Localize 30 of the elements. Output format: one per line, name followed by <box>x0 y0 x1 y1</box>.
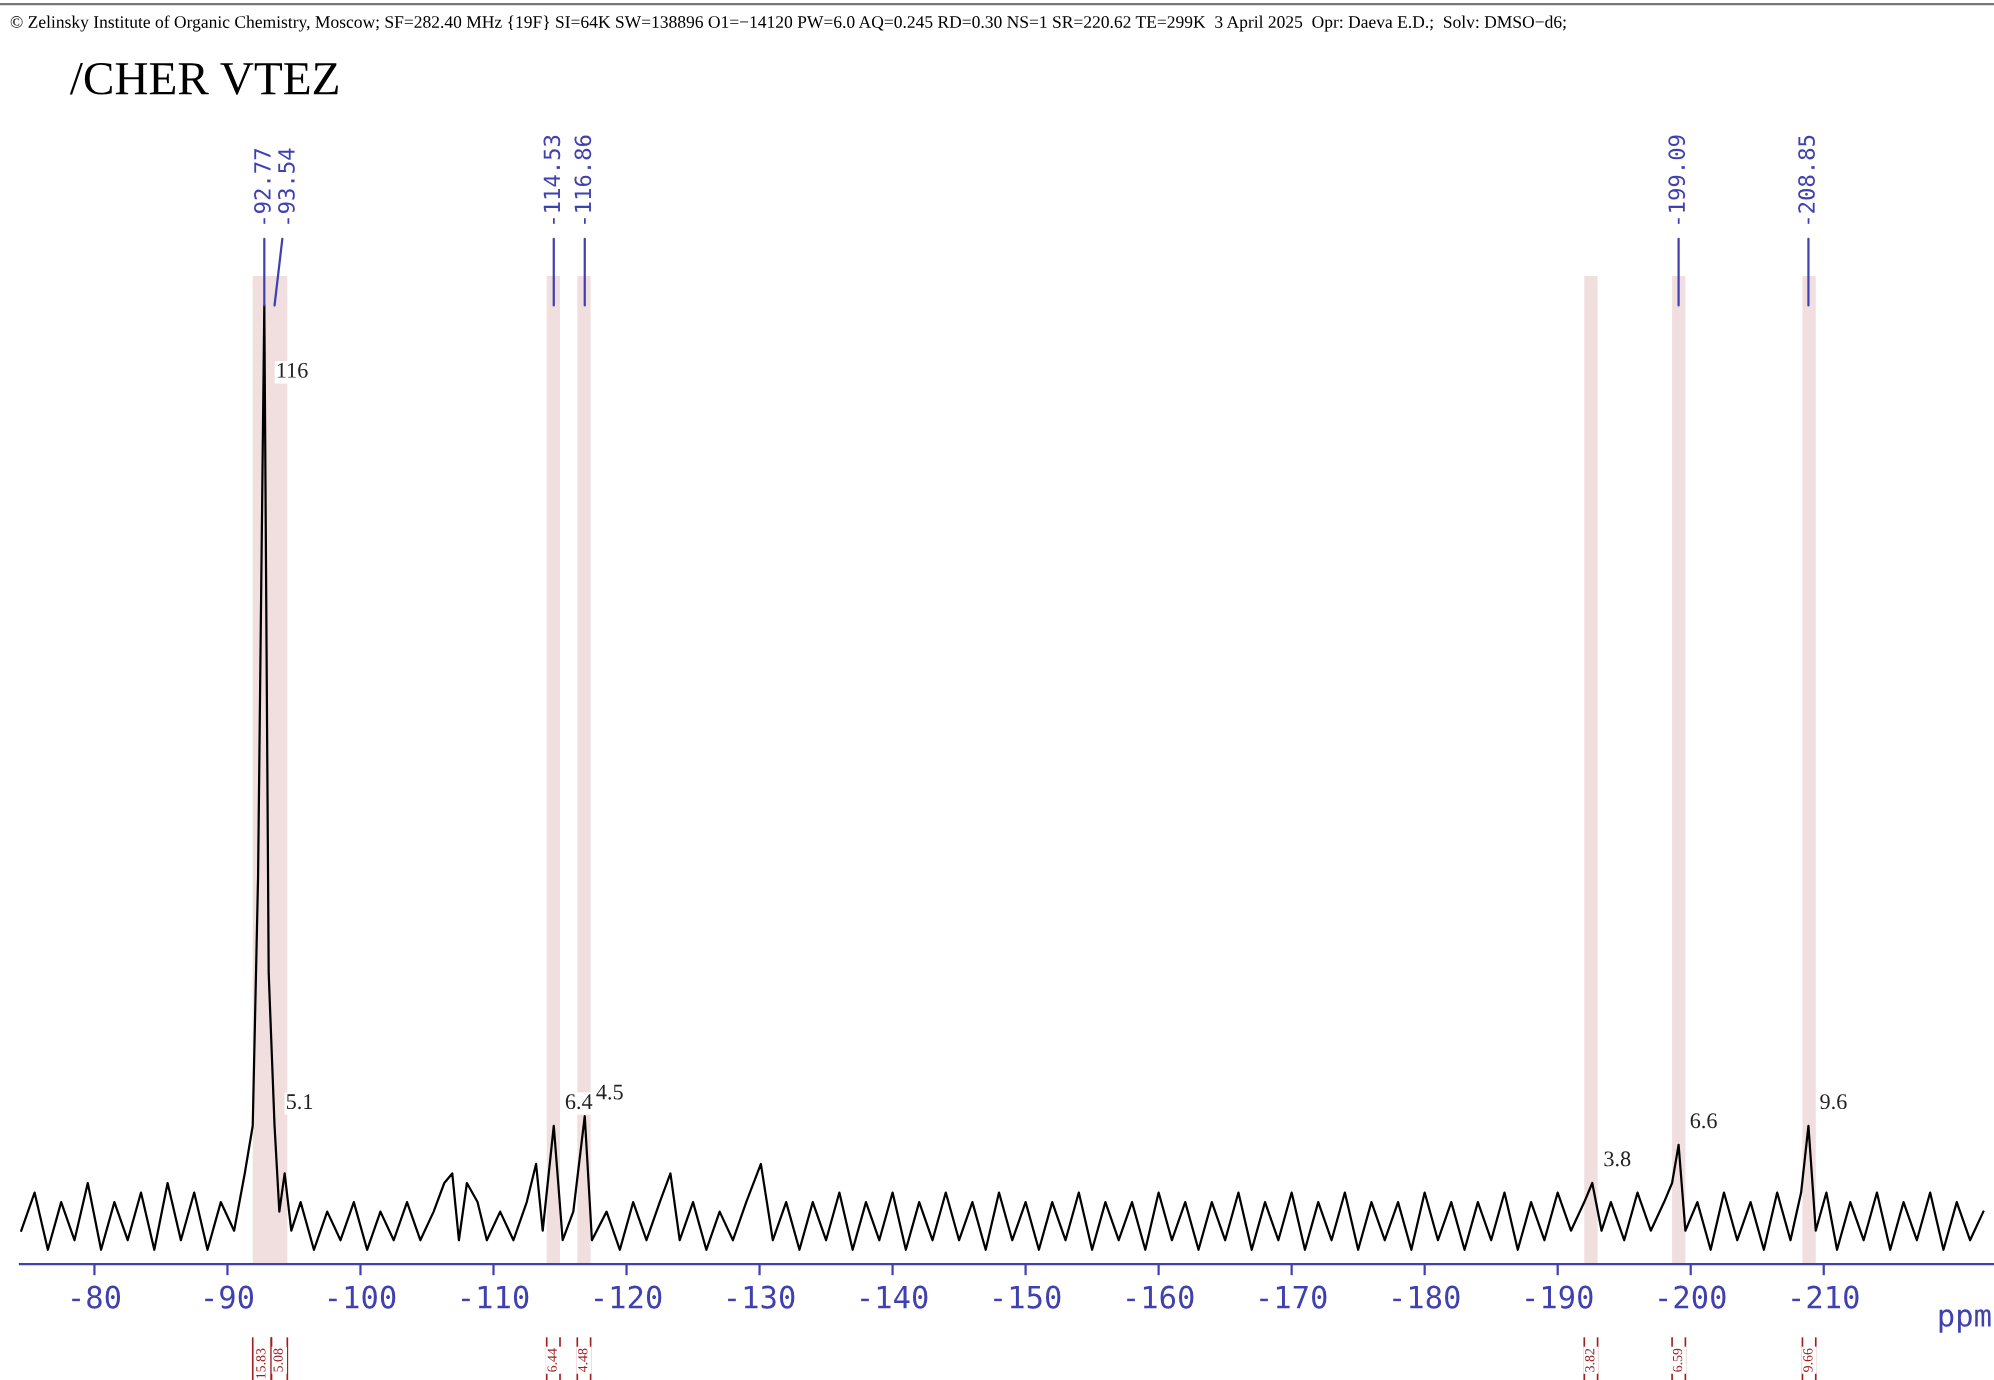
x-tick-label: -180 <box>1393 1285 1460 1309</box>
x-tick-label: -200 <box>1659 1285 1726 1309</box>
annotation: -93.54 <box>278 148 295 224</box>
x-tick-label: -190 <box>1526 1285 1593 1309</box>
x-tick-label: -90 <box>205 1285 254 1309</box>
x-tick-label: -160 <box>1127 1285 1194 1309</box>
x-tick-label: -120 <box>595 1285 662 1309</box>
x-tick-label: -110 <box>462 1285 529 1309</box>
x-axis-title: ppm <box>1939 1309 1991 1333</box>
annotation: 3.8 <box>1604 1151 1631 1167</box>
x-tick-label: -150 <box>994 1285 1061 1309</box>
x-tick-label: -130 <box>728 1285 795 1309</box>
chart-subtitle: © Zelinsky Institute of Organic Chemistry, Moscow; SF=282.40 MHz {19F} SI=64K SW=138896 O1=−14120 PW=6.0 AQ=0.245 RD=0.30 NS=1 SR=220.62 TE=299K 3 April 2025 Opr: Daeva E.D.; Solv: DMSO−d6; <box>10 15 1566 32</box>
annotation: 6.4 <box>565 1094 593 1110</box>
annotation: 6.6 <box>1690 1113 1717 1129</box>
annotation: -199.09 <box>1668 135 1686 224</box>
annotation: 4.5 <box>596 1084 623 1100</box>
annotation: -114.53 <box>543 135 561 224</box>
x-tick-label: -210 <box>1792 1285 1859 1309</box>
annotation: 116 <box>277 362 308 378</box>
annotation: -116.86 <box>574 135 592 224</box>
chart-title: /CHER VTEZ <box>69 62 338 95</box>
x-tick-label: -140 <box>861 1285 928 1309</box>
x-tick-label: -170 <box>1260 1285 1327 1309</box>
x-tick-label: -80 <box>72 1285 121 1309</box>
annotation: -208.85 <box>1798 135 1815 224</box>
annotation: 5.1 <box>286 1094 313 1110</box>
x-tick-label: -100 <box>329 1285 396 1309</box>
annotation: -92.77 <box>254 149 271 224</box>
annotation: 9.6 <box>1820 1094 1847 1110</box>
